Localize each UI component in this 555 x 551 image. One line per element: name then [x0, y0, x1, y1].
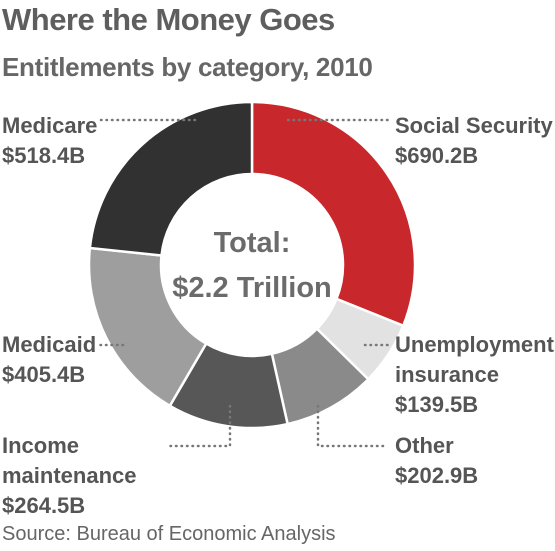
slice-social-security [250, 100, 417, 328]
center-label-amount: $2.2 Trillion [172, 272, 332, 304]
center-label-total: Total: [214, 227, 291, 259]
slice-value-medicare: $518.4B [2, 143, 85, 168]
slice-value-income-maintenance: $264.5B [2, 493, 85, 518]
slices-group [87, 100, 417, 430]
leader-line-income-maintenance [168, 404, 232, 448]
slice-label-medicare: Medicare [2, 113, 97, 138]
leader-lines-group [98, 118, 390, 448]
slice-label-social-security: Social Security [395, 113, 554, 138]
chart-title: Where the Money Goes [2, 2, 335, 37]
slice-label-unemployment-insurance: Unemployment [395, 332, 555, 357]
slice-label-income-maintenance: Income [2, 433, 79, 458]
slice-value-other: $202.9B [395, 463, 478, 488]
slice-value-social-security: $690.2B [395, 143, 478, 168]
source-note: Source: Bureau of Economic Analysis [2, 523, 336, 545]
slice-label-income-maintenance: maintenance [2, 463, 137, 488]
slice-value-medicaid: $405.4B [2, 362, 85, 387]
slice-medicare [88, 100, 254, 257]
slice-labels-group: Social Security $690.2B Unemployment insura… [2, 113, 555, 518]
chart-subtitle: Entitlements by category, 2010 [2, 52, 373, 82]
slice-label-medicaid: Medicaid [2, 332, 96, 357]
slice-label-other: Other [395, 433, 454, 458]
slice-value-unemployment-insurance: $139.5B [395, 392, 478, 417]
slice-label-unemployment-insurance: insurance [395, 362, 499, 387]
leader-line-other [316, 404, 390, 448]
